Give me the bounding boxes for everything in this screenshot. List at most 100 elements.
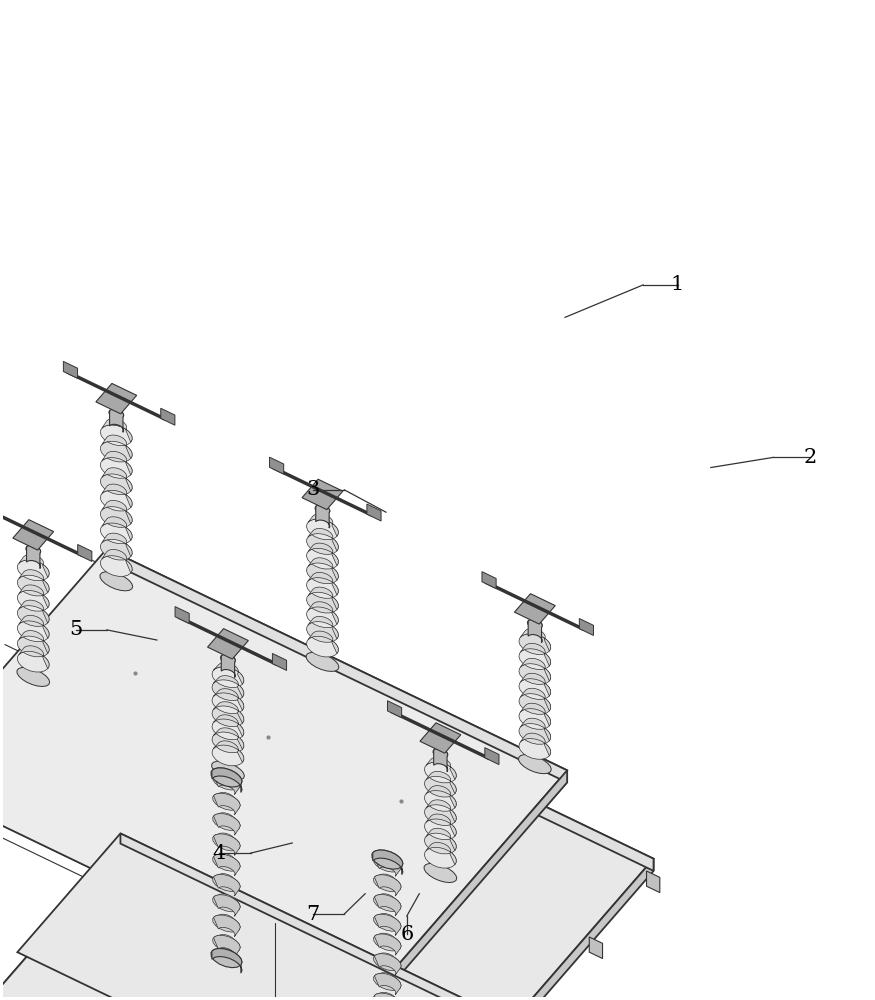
Polygon shape	[18, 560, 49, 581]
Polygon shape	[212, 745, 244, 766]
Text: 6: 6	[400, 925, 413, 944]
Polygon shape	[214, 874, 241, 896]
Polygon shape	[18, 554, 49, 577]
Polygon shape	[426, 771, 456, 794]
Polygon shape	[420, 723, 461, 753]
Polygon shape	[519, 755, 551, 774]
Polygon shape	[101, 490, 132, 511]
Polygon shape	[379, 874, 396, 885]
Polygon shape	[102, 451, 132, 475]
Polygon shape	[101, 556, 132, 576]
Polygon shape	[374, 954, 401, 975]
Polygon shape	[379, 894, 396, 904]
Polygon shape	[101, 425, 132, 446]
Polygon shape	[18, 570, 49, 593]
Polygon shape	[102, 500, 132, 524]
Polygon shape	[214, 741, 244, 762]
Polygon shape	[519, 724, 550, 744]
Polygon shape	[102, 549, 132, 573]
Polygon shape	[426, 757, 456, 779]
Polygon shape	[26, 545, 40, 569]
Polygon shape	[308, 543, 339, 566]
Polygon shape	[521, 673, 550, 696]
Polygon shape	[308, 602, 339, 624]
Polygon shape	[214, 854, 241, 876]
Polygon shape	[367, 504, 382, 521]
Polygon shape	[374, 894, 401, 916]
Polygon shape	[424, 833, 456, 854]
Polygon shape	[213, 915, 241, 932]
Polygon shape	[121, 833, 510, 1000]
Polygon shape	[521, 718, 550, 741]
Polygon shape	[18, 621, 49, 642]
Polygon shape	[308, 514, 339, 536]
Polygon shape	[218, 833, 235, 844]
Polygon shape	[424, 791, 456, 811]
Polygon shape	[207, 629, 248, 659]
Polygon shape	[18, 646, 49, 669]
Polygon shape	[528, 619, 542, 643]
Polygon shape	[308, 616, 339, 639]
Polygon shape	[521, 703, 550, 726]
Polygon shape	[102, 484, 132, 508]
Text: 4: 4	[213, 844, 226, 863]
Polygon shape	[0, 849, 510, 1000]
Polygon shape	[101, 474, 132, 495]
Polygon shape	[521, 658, 550, 681]
Polygon shape	[316, 505, 330, 528]
Polygon shape	[101, 441, 132, 462]
Polygon shape	[374, 973, 401, 995]
Polygon shape	[379, 854, 396, 865]
Polygon shape	[374, 855, 401, 872]
Polygon shape	[379, 913, 396, 924]
Polygon shape	[308, 558, 339, 580]
Polygon shape	[121, 849, 510, 1000]
Polygon shape	[378, 803, 654, 1000]
Polygon shape	[96, 383, 136, 414]
Polygon shape	[306, 636, 339, 657]
Polygon shape	[101, 539, 132, 560]
Polygon shape	[218, 792, 235, 803]
Polygon shape	[589, 937, 603, 959]
Polygon shape	[214, 915, 241, 937]
Polygon shape	[306, 534, 339, 554]
Polygon shape	[214, 793, 241, 815]
Polygon shape	[426, 800, 456, 822]
Polygon shape	[63, 361, 78, 378]
Polygon shape	[18, 615, 49, 638]
Polygon shape	[374, 875, 401, 896]
Polygon shape	[220, 654, 235, 664]
Polygon shape	[426, 828, 456, 851]
Polygon shape	[272, 653, 287, 670]
Polygon shape	[424, 762, 456, 783]
Polygon shape	[212, 768, 242, 793]
Polygon shape	[218, 874, 235, 884]
Polygon shape	[18, 600, 49, 623]
Polygon shape	[218, 853, 235, 864]
Polygon shape	[218, 914, 235, 925]
Polygon shape	[212, 761, 244, 780]
Polygon shape	[100, 572, 133, 591]
Polygon shape	[108, 409, 123, 419]
Polygon shape	[212, 706, 244, 727]
Polygon shape	[521, 733, 550, 756]
Polygon shape	[379, 992, 396, 1000]
Polygon shape	[214, 663, 244, 684]
Polygon shape	[519, 709, 550, 729]
Polygon shape	[18, 590, 49, 611]
Polygon shape	[218, 813, 235, 823]
Polygon shape	[213, 793, 241, 810]
Polygon shape	[214, 728, 244, 749]
Polygon shape	[18, 575, 49, 596]
Polygon shape	[213, 773, 241, 790]
Polygon shape	[214, 773, 241, 794]
Polygon shape	[374, 914, 401, 935]
Polygon shape	[374, 973, 401, 990]
Polygon shape	[485, 748, 499, 765]
Polygon shape	[212, 948, 242, 973]
Polygon shape	[374, 993, 401, 1000]
Polygon shape	[424, 805, 456, 825]
Polygon shape	[426, 814, 456, 836]
Polygon shape	[18, 585, 49, 608]
Polygon shape	[538, 803, 654, 871]
